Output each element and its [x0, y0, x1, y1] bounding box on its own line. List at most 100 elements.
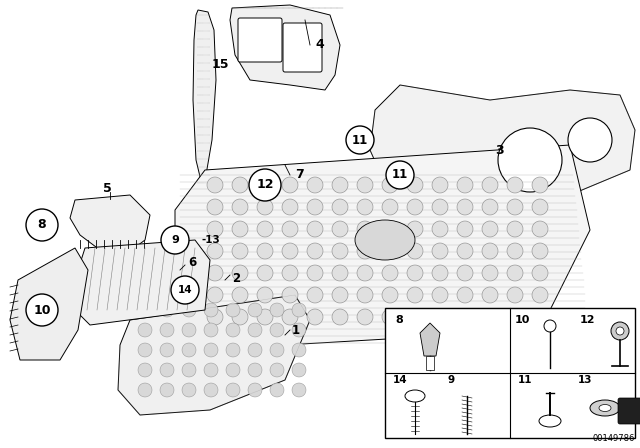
Circle shape [482, 199, 498, 215]
Bar [385, 308, 635, 438]
Circle shape [138, 323, 152, 337]
Circle shape [248, 383, 262, 397]
Polygon shape [10, 248, 88, 360]
FancyBboxPatch shape [618, 398, 640, 424]
Text: 1: 1 [292, 323, 300, 336]
Circle shape [248, 303, 262, 317]
Circle shape [307, 199, 323, 215]
Circle shape [226, 383, 240, 397]
Circle shape [182, 303, 196, 317]
Circle shape [282, 221, 298, 237]
Circle shape [232, 287, 248, 303]
Text: 6: 6 [188, 257, 196, 270]
Circle shape [382, 199, 398, 215]
Circle shape [457, 221, 473, 237]
Circle shape [207, 177, 223, 193]
Text: 9: 9 [447, 375, 454, 385]
Circle shape [544, 320, 556, 332]
Circle shape [382, 309, 398, 325]
Circle shape [282, 177, 298, 193]
Circle shape [160, 323, 174, 337]
Circle shape [432, 177, 448, 193]
Circle shape [160, 383, 174, 397]
Circle shape [257, 243, 273, 259]
Circle shape [611, 322, 629, 340]
Text: 2: 2 [232, 271, 240, 284]
Circle shape [138, 383, 152, 397]
Circle shape [498, 128, 562, 192]
Circle shape [207, 199, 223, 215]
Ellipse shape [599, 405, 611, 412]
Circle shape [270, 343, 284, 357]
Circle shape [204, 363, 218, 377]
Circle shape [226, 363, 240, 377]
Circle shape [292, 383, 306, 397]
Circle shape [232, 199, 248, 215]
Polygon shape [175, 145, 590, 350]
Polygon shape [75, 240, 210, 325]
Circle shape [382, 265, 398, 281]
Circle shape [182, 363, 196, 377]
Circle shape [182, 323, 196, 337]
Circle shape [270, 383, 284, 397]
Circle shape [182, 343, 196, 357]
Circle shape [507, 243, 523, 259]
Circle shape [332, 243, 348, 259]
Circle shape [232, 309, 248, 325]
Ellipse shape [590, 400, 620, 416]
Circle shape [532, 199, 548, 215]
FancyBboxPatch shape [283, 23, 322, 72]
Circle shape [257, 287, 273, 303]
Circle shape [407, 199, 423, 215]
Circle shape [457, 309, 473, 325]
Circle shape [382, 243, 398, 259]
Text: 9: 9 [171, 235, 179, 245]
Circle shape [507, 221, 523, 237]
Circle shape [232, 177, 248, 193]
Circle shape [616, 327, 624, 335]
Circle shape [249, 169, 281, 201]
Circle shape [26, 294, 58, 326]
Ellipse shape [405, 390, 425, 402]
Circle shape [292, 323, 306, 337]
Circle shape [457, 243, 473, 259]
Circle shape [160, 363, 174, 377]
Circle shape [532, 243, 548, 259]
Circle shape [270, 303, 284, 317]
Text: 15: 15 [211, 59, 228, 72]
Circle shape [282, 287, 298, 303]
Circle shape [382, 177, 398, 193]
Circle shape [457, 287, 473, 303]
Circle shape [307, 309, 323, 325]
Circle shape [357, 287, 373, 303]
Circle shape [507, 199, 523, 215]
Circle shape [432, 309, 448, 325]
Circle shape [457, 177, 473, 193]
Circle shape [257, 265, 273, 281]
Circle shape [357, 221, 373, 237]
Circle shape [332, 287, 348, 303]
Circle shape [532, 265, 548, 281]
Text: 10: 10 [33, 303, 51, 316]
Polygon shape [193, 10, 216, 185]
Polygon shape [230, 5, 340, 90]
Text: 11: 11 [352, 134, 368, 146]
Circle shape [407, 309, 423, 325]
Polygon shape [118, 295, 310, 415]
Circle shape [207, 221, 223, 237]
Text: 13: 13 [578, 375, 593, 385]
Circle shape [432, 243, 448, 259]
Circle shape [357, 265, 373, 281]
Polygon shape [70, 195, 150, 255]
Circle shape [282, 265, 298, 281]
Ellipse shape [355, 220, 415, 260]
Circle shape [226, 323, 240, 337]
Text: 12: 12 [256, 178, 274, 191]
Circle shape [357, 199, 373, 215]
Circle shape [248, 343, 262, 357]
Circle shape [204, 303, 218, 317]
Circle shape [204, 323, 218, 337]
Circle shape [432, 221, 448, 237]
Circle shape [332, 309, 348, 325]
Circle shape [307, 243, 323, 259]
